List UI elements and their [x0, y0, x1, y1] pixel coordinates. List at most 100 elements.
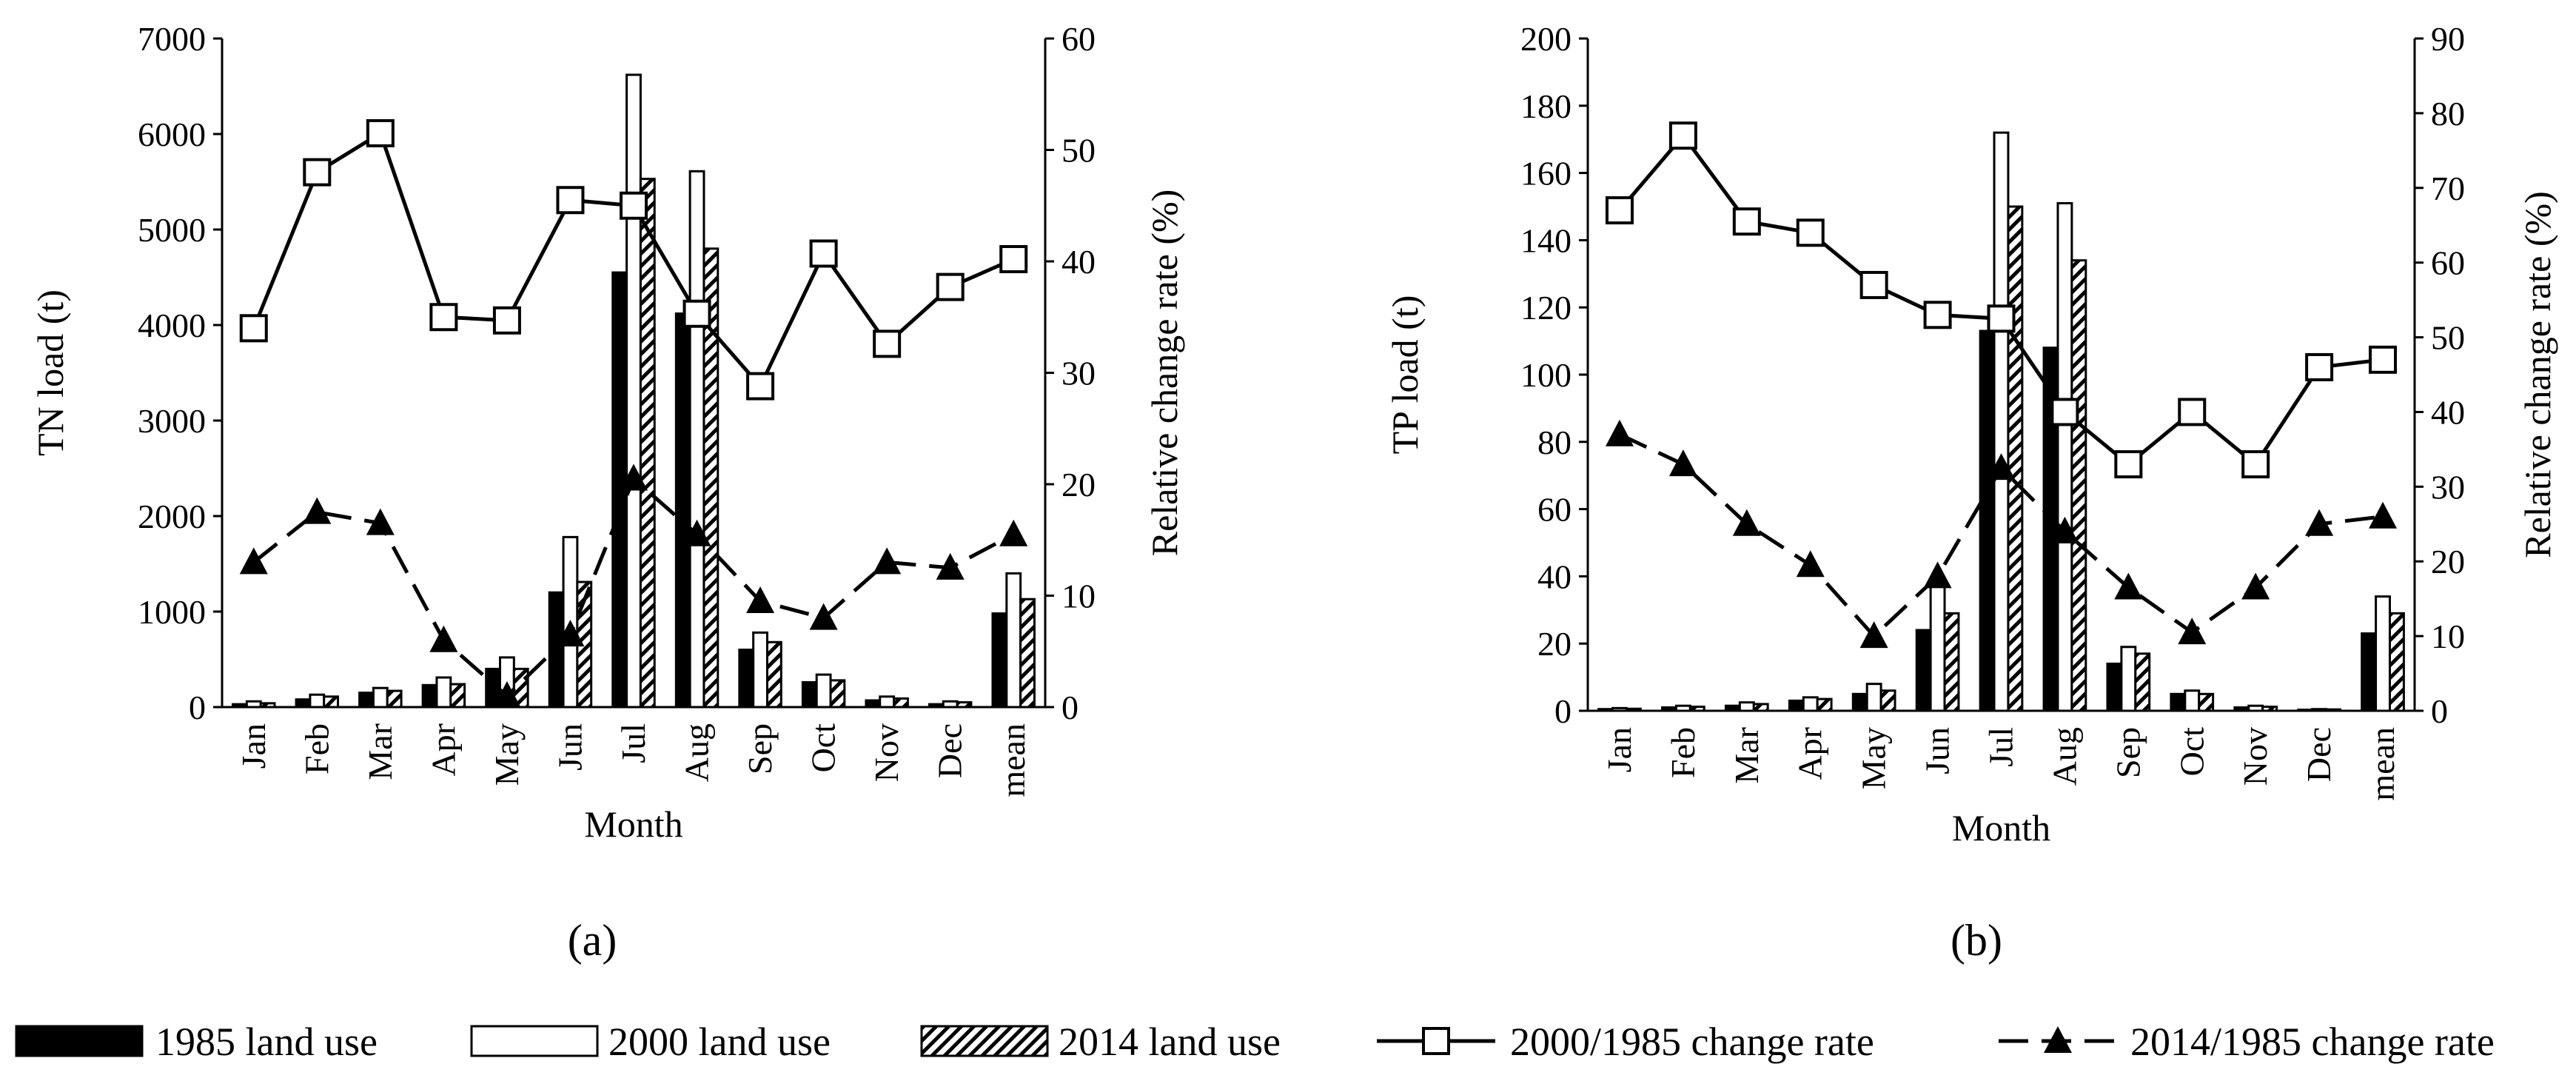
right-tick-label: 20	[1061, 466, 1096, 503]
left-tick-label: 7000	[138, 20, 206, 58]
legend-label-2000: 2000 land use	[608, 1020, 831, 1064]
marker-2014-rate-aug	[682, 519, 711, 546]
marker-2000-rate-apr	[1796, 218, 1825, 247]
left-tick-label: 40	[1537, 558, 1572, 595]
right-tick-label: 20	[2431, 543, 2465, 580]
marker-2014-rate-nov	[2241, 572, 2270, 600]
bar-2014-apr	[1816, 697, 1833, 712]
bar-1985-mean	[2361, 632, 2378, 712]
legend-marker-triangle	[2044, 1026, 2072, 1053]
bar-1985-sep	[738, 649, 755, 709]
bar-2014-may	[1879, 689, 1896, 712]
x-tick-label-aug: Aug	[678, 723, 716, 782]
right-tick-label: 90	[2431, 20, 2465, 58]
x-tick-label-nov: Nov	[2236, 727, 2274, 786]
legend-item-2000-rate: 2000/1985 change rate	[1377, 1020, 1874, 1064]
bar-1985-oct	[801, 680, 818, 709]
right-tick-label: 60	[1061, 20, 1096, 58]
marker-2014-rate-oct	[809, 603, 838, 630]
marker-2014-rate-apr	[429, 625, 458, 652]
x-tick-label-oct: Oct	[805, 723, 842, 773]
bar-2014-nov	[893, 697, 909, 709]
left-tick-label: 140	[1520, 221, 1572, 259]
legend-marker-square	[1422, 1027, 1450, 1055]
bar-2000-sep	[2120, 646, 2137, 712]
marker-2000-rate-oct	[2178, 398, 2207, 426]
bar-2000-mean	[1005, 572, 1022, 709]
panel-b-tp-load-chart: 0 20 40 60 80 100 120 140 160 180 200 0 10 20 30 40 50 60…	[1384, 20, 2558, 965]
marker-2014-rate-mar	[366, 508, 395, 535]
legend-item-2014: 2014 land use	[920, 1020, 1281, 1064]
legend-label-2000-rate: 2000/1985 change rate	[1510, 1020, 1874, 1064]
marker-2014-rate-nov	[873, 547, 902, 575]
marker-2014-rate-oct	[2178, 618, 2207, 645]
legend-item-2000: 2000 land use	[470, 1020, 831, 1064]
bar-1985-mean	[991, 612, 1008, 709]
marker-2014-rate-sep	[746, 586, 775, 614]
legend: 1985 land use 2000 land use 2014 land us…	[15, 1020, 2495, 1064]
marker-2014-rate-may	[1859, 621, 1888, 649]
x-tick-label-jun: Jun	[551, 723, 588, 771]
bar-2000-oct	[815, 673, 832, 709]
bar-2014-aug	[2070, 259, 2087, 712]
marker-2000-rate-mean	[999, 244, 1028, 273]
marker-2014-rate-mean	[999, 519, 1028, 546]
x-tick-label-aug: Aug	[2045, 727, 2083, 786]
left-tick-label: 6000	[138, 116, 206, 153]
marker-2000-rate-jan	[239, 314, 268, 343]
right-tick-label: 40	[1061, 243, 1096, 281]
x-tick-label-mean: mean	[2364, 727, 2401, 801]
marker-2000-rate-dec	[2305, 352, 2334, 381]
marker-2000-rate-jan	[1605, 196, 1634, 225]
marker-2014-rate-jan	[239, 547, 268, 575]
x-tick-label-sep: Sep	[2109, 727, 2147, 778]
x-tick-label-sep: Sep	[741, 723, 779, 774]
bar-2014-sep	[2134, 652, 2151, 712]
right-tick-label: 30	[1061, 355, 1096, 392]
marker-2000-rate-apr	[429, 303, 458, 332]
marker-2014-rate-feb	[1668, 449, 1697, 477]
bar-1985-apr	[1788, 699, 1805, 712]
marker-2000-rate-jul	[620, 191, 648, 220]
left-tick-label: 4000	[138, 307, 206, 344]
legend-swatch-2014	[920, 1025, 1049, 1057]
bar-2014-sep	[765, 640, 782, 709]
bar-2014-jun	[1943, 612, 1960, 712]
bar-2014-oct	[829, 679, 846, 709]
bar-2000-feb	[309, 693, 326, 709]
x-tick-label-may: May	[1855, 727, 1893, 789]
x-tick-label-jan: Jan	[1600, 727, 1638, 772]
right-tick-label: 60	[2431, 244, 2465, 282]
marker-2000-rate-mar	[366, 118, 395, 147]
left-tick-label: 120	[1520, 289, 1572, 327]
x-tick-label-mar: Mar	[1728, 727, 1765, 784]
marker-2014-rate-sep	[2114, 572, 2143, 600]
bar-2000-oct	[2184, 689, 2201, 712]
bar-2014-mean	[1019, 598, 1036, 709]
bar-1985-jun	[1915, 629, 1932, 712]
x-axis-title: Month	[1952, 807, 2050, 849]
marker-2000-rate-sep	[746, 372, 775, 401]
marker-2000-rate-feb	[1668, 121, 1697, 150]
legend-item-1985: 1985 land use	[15, 1020, 378, 1064]
bar-1985-jul	[1979, 329, 1996, 712]
marker-2000-rate-may	[492, 306, 521, 335]
marker-2014-rate-jul	[620, 463, 648, 491]
left-axis-title: TN load (t)	[30, 290, 71, 456]
marker-2000-rate-sep	[2114, 450, 2143, 479]
bar-2014-feb	[323, 695, 340, 709]
right-tick-label: 80	[2431, 95, 2465, 133]
bar-2014-mean	[2388, 612, 2405, 712]
right-axis-title: Relative change rate (%)	[2517, 191, 2558, 558]
bar-2000-may	[1865, 683, 1882, 712]
right-tick-label: 50	[2431, 319, 2465, 357]
bar-2000-jul	[1993, 131, 2010, 712]
marker-2000-rate-feb	[303, 158, 332, 187]
marker-2014-rate-apr	[1796, 550, 1825, 578]
right-tick-label: 70	[2431, 170, 2465, 207]
right-tick-label: 10	[1061, 578, 1096, 615]
bar-2014-mar	[386, 689, 403, 709]
left-axis-title: TP load (t)	[1384, 295, 1426, 455]
bar-2000-apr	[1802, 696, 1819, 712]
bar-1985-mar	[358, 692, 375, 709]
